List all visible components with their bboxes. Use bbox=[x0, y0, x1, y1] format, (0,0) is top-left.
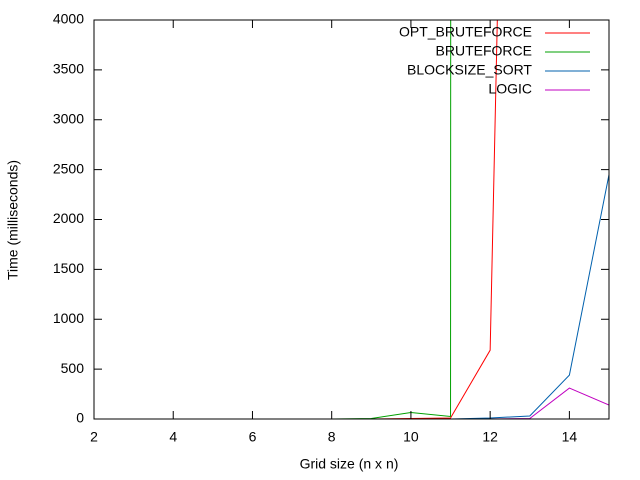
x-axis-label: Grid size (n x n) bbox=[300, 456, 399, 472]
y-tick-label: 3500 bbox=[53, 61, 84, 77]
y-tick-label: 1500 bbox=[53, 260, 84, 276]
legend-label: LOGIC bbox=[488, 81, 532, 97]
y-tick-label: 0 bbox=[76, 410, 84, 426]
x-tick-label: 6 bbox=[249, 429, 257, 445]
series-line bbox=[94, 20, 452, 419]
legend-label: BLOCKSIZE_SORT bbox=[407, 62, 532, 78]
x-tick-label: 4 bbox=[169, 429, 177, 445]
series-line bbox=[94, 20, 498, 419]
series-line bbox=[94, 174, 609, 419]
x-tick-label: 2 bbox=[90, 429, 98, 445]
y-tick-label: 2000 bbox=[53, 210, 84, 226]
y-tick-label: 3000 bbox=[53, 110, 84, 126]
y-tick-label: 4000 bbox=[53, 11, 84, 27]
legend-label: BRUTEFORCE bbox=[436, 43, 532, 59]
x-tick-label: 14 bbox=[562, 429, 578, 445]
y-tick-label: 1000 bbox=[53, 310, 84, 326]
y-tick-label: 500 bbox=[61, 360, 85, 376]
y-axis-label: Time (milliseconds) bbox=[5, 160, 21, 280]
x-tick-label: 8 bbox=[328, 429, 336, 445]
y-tick-label: 2500 bbox=[53, 160, 84, 176]
legend-label: OPT_BRUTEFORCE bbox=[399, 24, 532, 40]
x-tick-label: 10 bbox=[403, 429, 419, 445]
x-tick-label: 12 bbox=[482, 429, 498, 445]
